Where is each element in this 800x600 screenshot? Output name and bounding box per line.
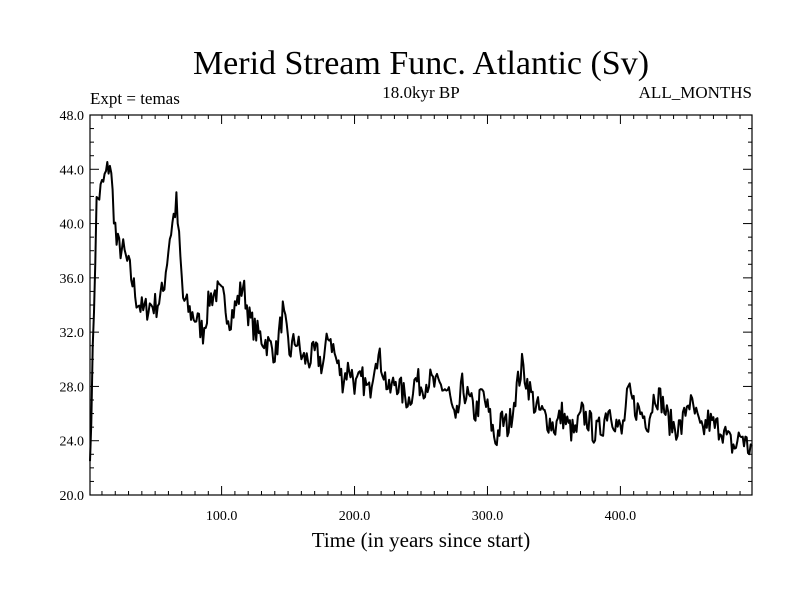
- series-line: [89, 161, 753, 462]
- x-tick-label: 200.0: [339, 509, 371, 524]
- x-axis-label: Time (in years since start): [312, 528, 531, 552]
- plot-frame: [89, 114, 753, 496]
- chart-subtitle: 18.0kyr BP: [382, 83, 459, 102]
- y-axis: 20.0 24.0 28.0 32.0 36.0 40.0 44.0 48.0: [60, 109, 752, 504]
- y-tick-label: 36.0: [60, 272, 85, 287]
- chart-title: Merid Stream Func. Atlantic (Sv): [193, 45, 649, 82]
- x-axis: 100.0 200.0 300.0 400.0: [101, 115, 741, 524]
- y-tick-label: 44.0: [60, 163, 85, 178]
- y-tick-label: 24.0: [60, 435, 85, 450]
- y-tick-label: 40.0: [60, 218, 85, 233]
- months-label: ALL_MONTHS: [639, 83, 752, 102]
- x-tick-label: 400.0: [605, 509, 637, 524]
- y-tick-label: 20.0: [60, 489, 85, 504]
- y-tick-label: 32.0: [60, 326, 85, 341]
- x-tick-label: 300.0: [472, 509, 504, 524]
- y-tick-label: 28.0: [60, 380, 85, 395]
- x-tick-label: 100.0: [206, 509, 238, 524]
- y-tick-label: 48.0: [60, 109, 85, 124]
- experiment-label: Expt = temas: [90, 89, 180, 108]
